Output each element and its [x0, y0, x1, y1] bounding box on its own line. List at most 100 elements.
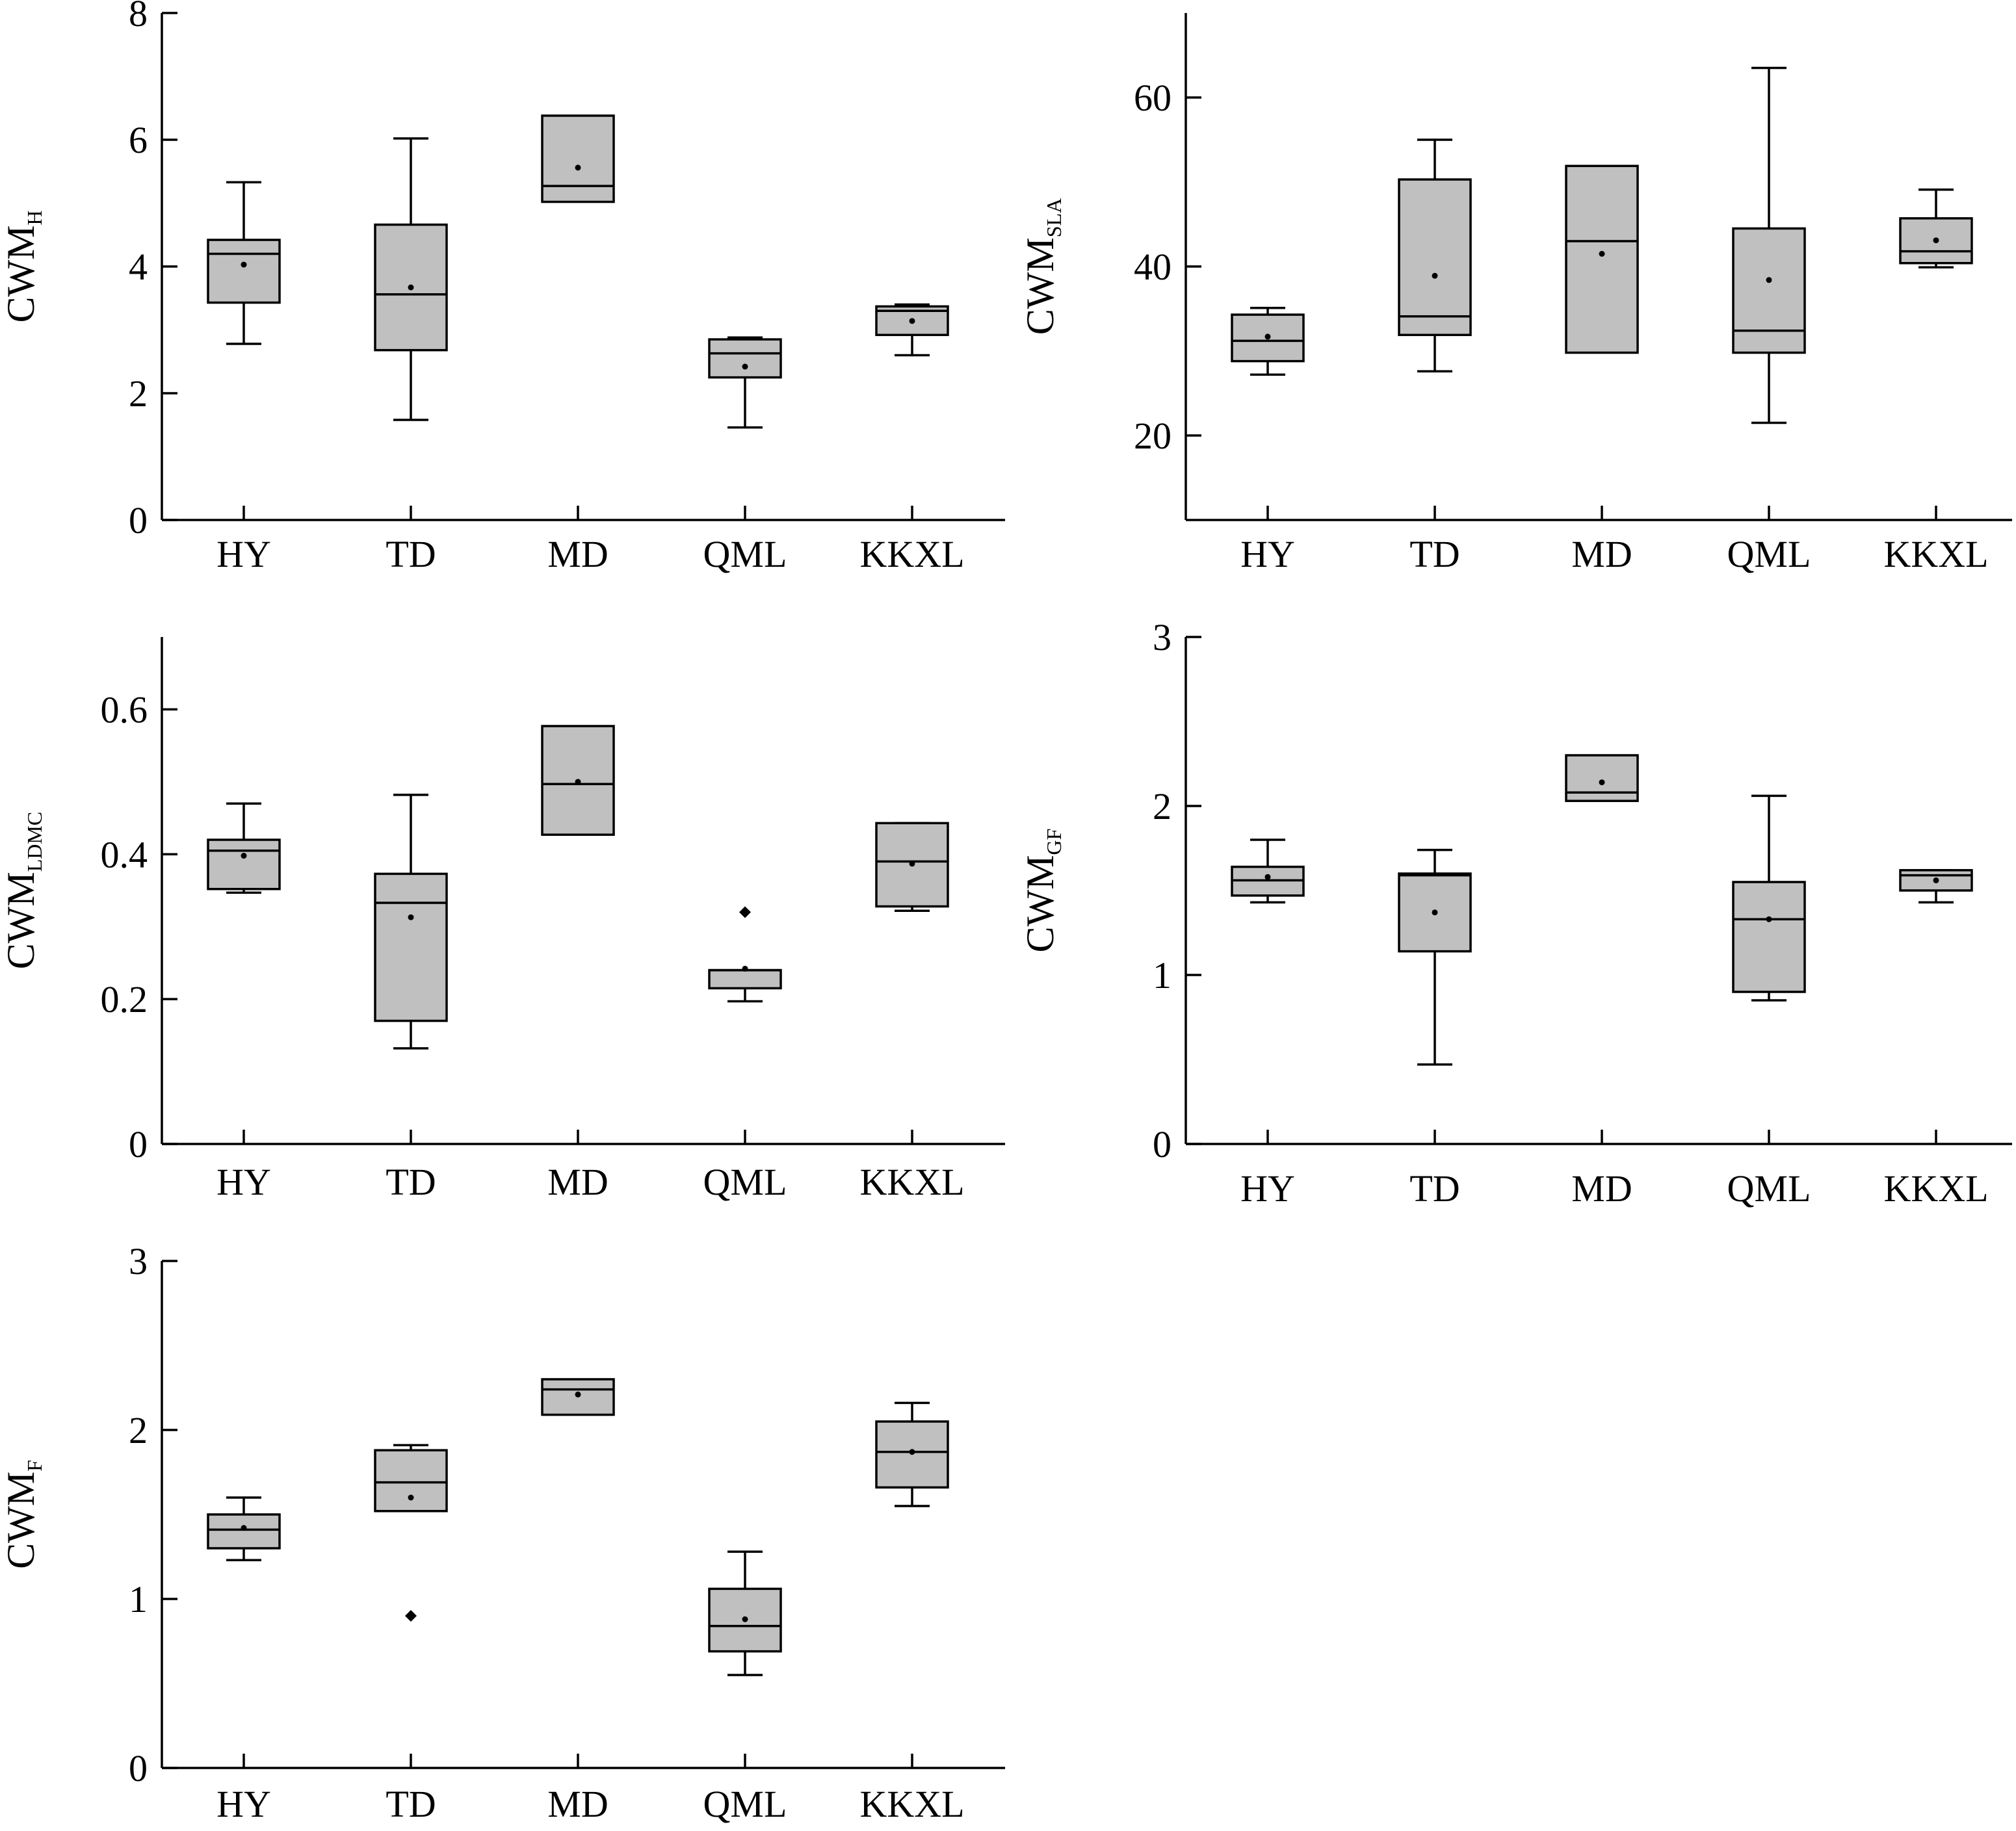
box-iqr	[1732, 227, 1806, 354]
x-tick-label-qml: QML	[1727, 1167, 1811, 1210]
box-iqr	[207, 1513, 281, 1550]
y-axis-title-main: CWM	[0, 872, 42, 969]
y-tick-label: 3	[1153, 616, 1172, 658]
x-tick-label-qml: QML	[703, 533, 787, 575]
x-tick-label-hy: HY	[1240, 533, 1295, 575]
box-kkxl	[875, 1401, 949, 1507]
box-iqr	[708, 1587, 782, 1653]
mean-dot	[408, 1494, 414, 1501]
x-tick-label-md: MD	[547, 1783, 608, 1825]
x-tick-label-md: MD	[547, 533, 608, 575]
mean-dot	[1432, 272, 1438, 279]
mean-dot	[909, 318, 915, 324]
mean-dot	[1599, 779, 1605, 786]
y-axis-title: CWMGF	[1019, 829, 1066, 953]
mean-dot	[408, 284, 414, 291]
y-axis-title-subscript: H	[23, 210, 46, 225]
box-td	[374, 794, 448, 1050]
x-tick-label-td: TD	[386, 1783, 436, 1825]
box-md	[1565, 164, 1639, 354]
box-md	[1565, 754, 1639, 802]
panel-5: 0 1 2 3 CWMF HY TD MD QML KKXL	[0, 1240, 1005, 1825]
box-td	[374, 137, 448, 421]
box-iqr	[541, 114, 615, 203]
y-axis-title-main: CWM	[0, 1472, 42, 1569]
y-tick-label: 0	[129, 1123, 148, 1165]
mean-dot	[1599, 251, 1605, 257]
y-tick-label: 2	[129, 372, 148, 415]
box-md	[541, 1378, 615, 1416]
box-iqr	[1565, 754, 1639, 802]
mean-dot	[1432, 909, 1438, 916]
mean-dot	[909, 1449, 915, 1455]
mean-dot	[1933, 237, 1939, 244]
box-kkxl	[875, 303, 949, 357]
x-tick-label-kkxl: KKXL	[859, 533, 964, 575]
y-axis-title-subscript: LDMC	[23, 812, 46, 872]
mean-dot	[1264, 333, 1271, 340]
box-md	[541, 114, 615, 203]
box-iqr	[207, 838, 281, 890]
y-tick-label: 2	[1153, 785, 1172, 827]
x-tick-label-qml: QML	[703, 1783, 787, 1825]
y-tick-label: 3	[129, 1240, 148, 1282]
mean-dot	[575, 164, 581, 171]
box-qml	[1732, 794, 1806, 1002]
box-iqr	[1899, 869, 1973, 892]
x-tick-label-md: MD	[1571, 1167, 1632, 1210]
x-tick-label-qml: QML	[703, 1161, 787, 1203]
x-tick-label-qml: QML	[1727, 533, 1811, 575]
box-td	[1398, 848, 1472, 1066]
y-tick-label: 0	[1153, 1123, 1172, 1165]
y-tick-label: 4	[129, 246, 148, 288]
box-iqr	[1565, 164, 1639, 354]
y-axis-title-subscript: SLA	[1042, 198, 1066, 237]
box-hy	[1231, 838, 1305, 903]
mean-dot	[1264, 874, 1271, 880]
mean-dot	[1766, 277, 1772, 283]
x-tick-label-md: MD	[1571, 533, 1632, 575]
y-tick-label: 1	[129, 1578, 148, 1620]
x-tick-label-hy: HY	[1240, 1167, 1295, 1210]
box-iqr	[1899, 217, 1973, 265]
mean-dot	[1766, 916, 1772, 922]
y-axis-title-subscript: F	[23, 1460, 46, 1472]
mean-dot	[742, 1616, 748, 1622]
y-tick-label: 8	[129, 0, 148, 34]
y-axis-title-main: CWM	[1019, 855, 1062, 952]
box-qml	[1732, 66, 1806, 424]
x-tick-label-kkxl: KKXL	[1883, 1167, 1988, 1210]
box-iqr	[1732, 881, 1806, 993]
box-kkxl	[1899, 869, 1973, 903]
box-hy	[207, 1496, 281, 1561]
mean-dot	[241, 261, 247, 268]
box-iqr	[207, 239, 281, 304]
outlier-marker	[405, 1610, 417, 1622]
y-axis-title-main: CWM	[0, 226, 42, 323]
x-tick-label-kkxl: KKXL	[1883, 533, 1988, 575]
panel-2: 20 40 60 CWMSLA HY TD MD QML KKXL	[1019, 13, 2012, 575]
box-iqr	[708, 338, 782, 379]
box-td	[1398, 138, 1472, 372]
box-iqr	[1398, 178, 1472, 337]
y-axis-title: CWMSLA	[1019, 198, 1066, 335]
y-tick-label: 0.4	[101, 833, 148, 876]
box-iqr	[374, 1449, 448, 1513]
y-tick-label: 60	[1134, 77, 1172, 119]
y-axis-title-subscript: GF	[1042, 829, 1066, 855]
y-tick-label: 2	[129, 1409, 148, 1451]
mean-dot	[408, 914, 414, 920]
x-tick-label-hy: HY	[216, 533, 271, 575]
box-hy	[1231, 306, 1305, 376]
mean-dot	[742, 965, 748, 972]
y-axis-title: CWMLDMC	[0, 812, 46, 969]
y-tick-label: 1	[1153, 954, 1172, 996]
box-qml	[708, 906, 782, 1003]
box-iqr	[708, 968, 782, 990]
mean-dot	[241, 853, 247, 859]
box-iqr	[374, 872, 448, 1022]
y-tick-label: 40	[1134, 246, 1172, 288]
box-md	[541, 725, 615, 836]
